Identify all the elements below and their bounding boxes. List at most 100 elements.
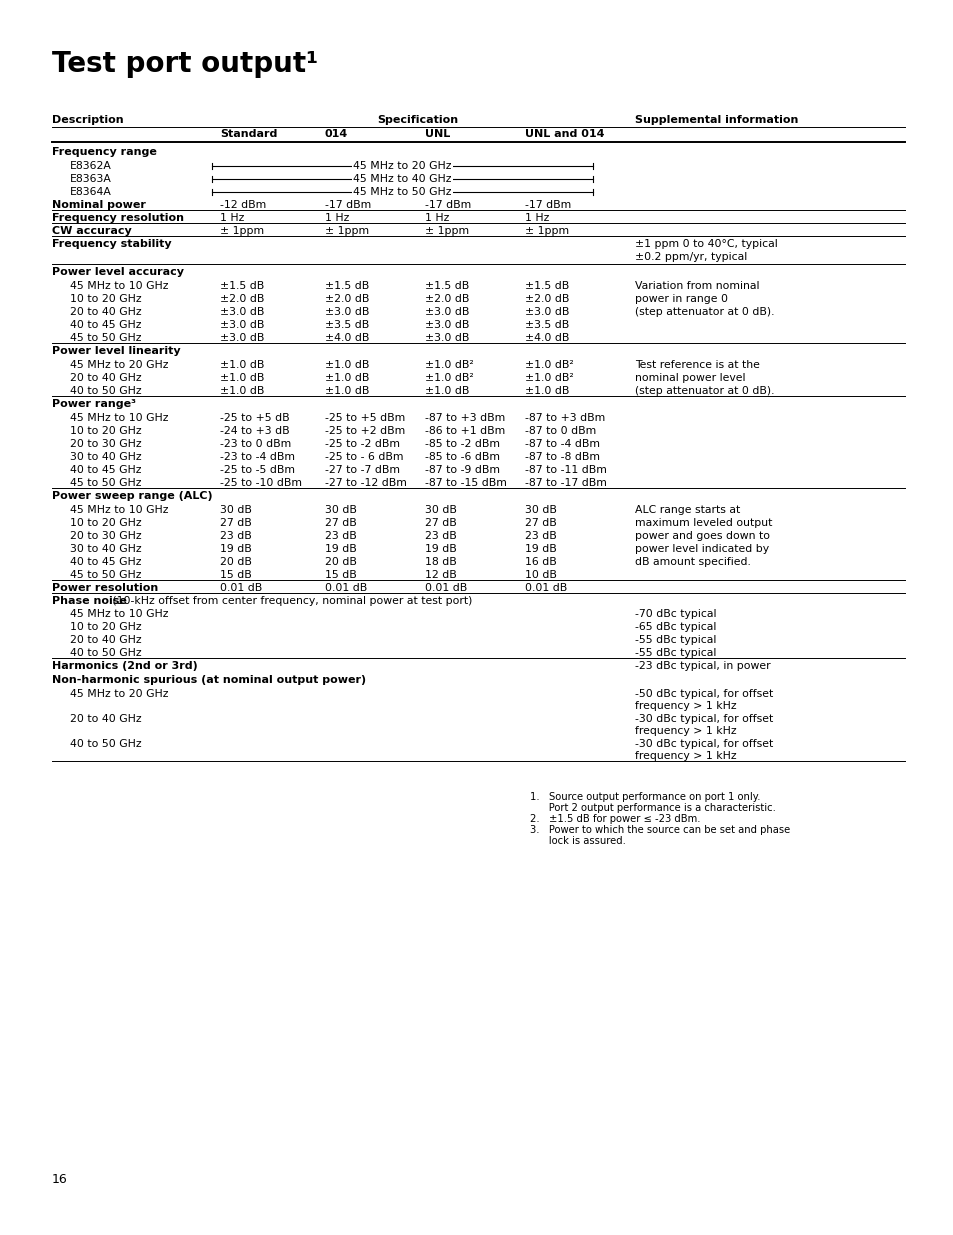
Text: 27 dB: 27 dB	[424, 517, 456, 529]
Text: ±1.5 dB: ±1.5 dB	[524, 282, 569, 291]
Text: ±3.5 dB: ±3.5 dB	[524, 320, 569, 330]
Text: 20 dB: 20 dB	[325, 557, 356, 567]
Text: ±0.2 ppm/yr, typical: ±0.2 ppm/yr, typical	[635, 252, 746, 262]
Text: ±1.0 dB: ±1.0 dB	[220, 373, 264, 383]
Text: ±3.0 dB: ±3.0 dB	[220, 333, 264, 343]
Text: Power level linearity: Power level linearity	[52, 346, 180, 356]
Text: -17 dBm: -17 dBm	[325, 200, 371, 210]
Text: Standard: Standard	[220, 128, 277, 140]
Text: ±1.0 dB: ±1.0 dB	[325, 359, 369, 370]
Text: Variation from nominal: Variation from nominal	[635, 282, 759, 291]
Text: 45 MHz to 20 GHz: 45 MHz to 20 GHz	[353, 161, 452, 170]
Text: (step attenuator at 0 dB).: (step attenuator at 0 dB).	[635, 308, 774, 317]
Text: Power range³: Power range³	[52, 399, 136, 409]
Text: 30 dB: 30 dB	[325, 505, 356, 515]
Text: ±1.0 dB: ±1.0 dB	[325, 373, 369, 383]
Text: Phase noise: Phase noise	[52, 597, 127, 606]
Text: 19 dB: 19 dB	[524, 543, 557, 555]
Text: -87 to +3 dBm: -87 to +3 dBm	[524, 412, 604, 424]
Text: -25 to +2 dBm: -25 to +2 dBm	[325, 426, 405, 436]
Text: power and goes down to: power and goes down to	[635, 531, 769, 541]
Text: Test port output¹: Test port output¹	[52, 49, 317, 78]
Text: 1 Hz: 1 Hz	[524, 212, 549, 224]
Text: ALC range starts at: ALC range starts at	[635, 505, 740, 515]
Text: 20 to 30 GHz: 20 to 30 GHz	[70, 531, 141, 541]
Text: -25 to +5 dBm: -25 to +5 dBm	[325, 412, 405, 424]
Text: Frequency stability: Frequency stability	[52, 240, 172, 249]
Text: 45 MHz to 10 GHz: 45 MHz to 10 GHz	[70, 609, 169, 619]
Text: 20 to 40 GHz: 20 to 40 GHz	[70, 373, 141, 383]
Text: -87 to -4 dBm: -87 to -4 dBm	[524, 438, 599, 450]
Text: ±1.0 dB: ±1.0 dB	[524, 387, 569, 396]
Text: nominal power level: nominal power level	[635, 373, 744, 383]
Text: ±1.5 dB: ±1.5 dB	[325, 282, 369, 291]
Text: 45 to 50 GHz: 45 to 50 GHz	[70, 333, 141, 343]
Text: UNL: UNL	[424, 128, 450, 140]
Text: ±3.0 dB: ±3.0 dB	[424, 308, 469, 317]
Text: 40 to 45 GHz: 40 to 45 GHz	[70, 320, 141, 330]
Text: -24 to +3 dB: -24 to +3 dB	[220, 426, 290, 436]
Text: E8363A: E8363A	[70, 174, 112, 184]
Text: Specification: Specification	[376, 115, 457, 125]
Text: 15 dB: 15 dB	[325, 571, 356, 580]
Text: 45 MHz to 20 GHz: 45 MHz to 20 GHz	[70, 359, 169, 370]
Text: lock is assured.: lock is assured.	[530, 836, 625, 846]
Text: 16: 16	[52, 1173, 68, 1186]
Text: 20 to 40 GHz: 20 to 40 GHz	[70, 308, 141, 317]
Text: dB amount specified.: dB amount specified.	[635, 557, 750, 567]
Text: Supplemental information: Supplemental information	[635, 115, 798, 125]
Text: ±1.5 dB: ±1.5 dB	[220, 282, 264, 291]
Text: 10 to 20 GHz: 10 to 20 GHz	[70, 517, 141, 529]
Text: E8364A: E8364A	[70, 186, 112, 198]
Text: -87 to -17 dBm: -87 to -17 dBm	[524, 478, 606, 488]
Text: -25 to +5 dB: -25 to +5 dB	[220, 412, 290, 424]
Text: 19 dB: 19 dB	[325, 543, 356, 555]
Text: Port 2 output performance is a characteristic.: Port 2 output performance is a character…	[530, 803, 775, 813]
Text: 15 dB: 15 dB	[220, 571, 252, 580]
Text: 27 dB: 27 dB	[325, 517, 356, 529]
Text: 20 dB: 20 dB	[220, 557, 252, 567]
Text: CW accuracy: CW accuracy	[52, 226, 132, 236]
Text: ±4.0 dB: ±4.0 dB	[524, 333, 569, 343]
Text: 0.01 dB: 0.01 dB	[220, 583, 262, 593]
Text: (10-kHz offset from center frequency, nominal power at test port): (10-kHz offset from center frequency, no…	[109, 597, 472, 606]
Text: 10 to 20 GHz: 10 to 20 GHz	[70, 426, 141, 436]
Text: 20 to 40 GHz: 20 to 40 GHz	[70, 714, 141, 724]
Text: Power resolution: Power resolution	[52, 583, 158, 593]
Text: Test reference is at the: Test reference is at the	[635, 359, 760, 370]
Text: frequency > 1 kHz: frequency > 1 kHz	[635, 751, 736, 761]
Text: UNL and 014: UNL and 014	[524, 128, 604, 140]
Text: ±3.0 dB: ±3.0 dB	[325, 308, 369, 317]
Text: -27 to -12 dBm: -27 to -12 dBm	[325, 478, 406, 488]
Text: -85 to -2 dBm: -85 to -2 dBm	[424, 438, 499, 450]
Text: ±1.0 dB: ±1.0 dB	[424, 387, 469, 396]
Text: -87 to +3 dBm: -87 to +3 dBm	[424, 412, 505, 424]
Text: ±3.0 dB: ±3.0 dB	[424, 320, 469, 330]
Text: 18 dB: 18 dB	[424, 557, 456, 567]
Text: 45 MHz to 10 GHz: 45 MHz to 10 GHz	[70, 505, 169, 515]
Text: 16 dB: 16 dB	[524, 557, 557, 567]
Text: 23 dB: 23 dB	[424, 531, 456, 541]
Text: -87 to -9 dBm: -87 to -9 dBm	[424, 466, 499, 475]
Text: 2.   ±1.5 dB for power ≤ -23 dBm.: 2. ±1.5 dB for power ≤ -23 dBm.	[530, 814, 700, 824]
Text: ±4.0 dB: ±4.0 dB	[325, 333, 369, 343]
Text: -87 to -15 dBm: -87 to -15 dBm	[424, 478, 506, 488]
Text: -30 dBc typical, for offset: -30 dBc typical, for offset	[635, 714, 773, 724]
Text: -30 dBc typical, for offset: -30 dBc typical, for offset	[635, 739, 773, 748]
Text: -50 dBc typical, for offset: -50 dBc typical, for offset	[635, 689, 773, 699]
Text: 27 dB: 27 dB	[220, 517, 252, 529]
Text: -87 to -8 dBm: -87 to -8 dBm	[524, 452, 599, 462]
Text: ±2.0 dB: ±2.0 dB	[424, 294, 469, 304]
Text: 014: 014	[325, 128, 348, 140]
Text: ± 1ppm: ± 1ppm	[424, 226, 469, 236]
Text: -87 to -11 dBm: -87 to -11 dBm	[524, 466, 606, 475]
Text: 40 to 45 GHz: 40 to 45 GHz	[70, 466, 141, 475]
Text: ± 1ppm: ± 1ppm	[220, 226, 264, 236]
Text: 12 dB: 12 dB	[424, 571, 456, 580]
Text: -25 to - 6 dBm: -25 to - 6 dBm	[325, 452, 403, 462]
Text: Description: Description	[52, 115, 124, 125]
Text: 30 dB: 30 dB	[424, 505, 456, 515]
Text: Non-harmonic spurious (at nominal output power): Non-harmonic spurious (at nominal output…	[52, 676, 366, 685]
Text: ±2.0 dB: ±2.0 dB	[220, 294, 264, 304]
Text: -55 dBc typical: -55 dBc typical	[635, 635, 716, 645]
